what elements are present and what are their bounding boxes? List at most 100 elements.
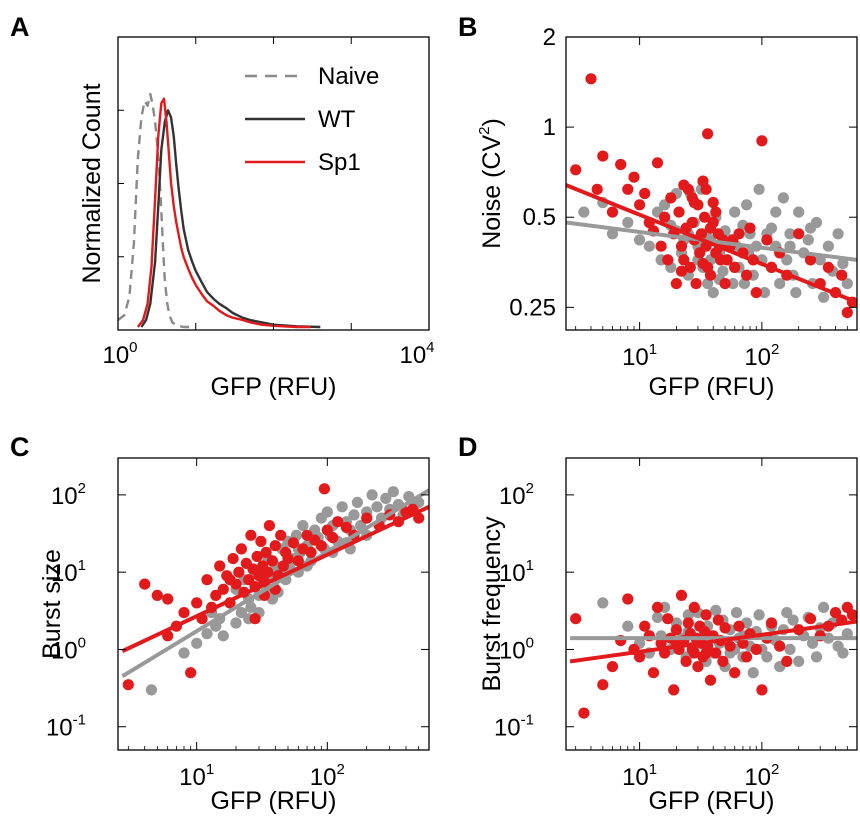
panel-c-sp1-point-33 [262,566,274,578]
panel-b-ylabel: Noise (CV2) [476,118,506,249]
panel-c-wt-point-52 [380,492,392,504]
panel-c-sp1-point-32 [260,546,272,559]
panel-b-wt-point-69 [765,222,778,234]
panel-a-legend-label-wt: WT [318,106,356,133]
panel-c-fit-sp1 [121,505,429,653]
panel-c-wt-point-0 [145,684,157,696]
panel-c-sp1-point-0 [122,679,134,691]
panel-b-wt-point-2 [606,228,619,240]
panel-b-sp1-point-19 [673,206,685,218]
panel-b-sp1-point-5 [615,158,627,171]
panel-a-legend-label-naive: Naive [318,63,379,90]
panel-b-wt-point-55 [802,234,814,246]
panel-d-sp1-point-11 [651,601,664,614]
panel-d-sp1-point-10 [647,667,660,679]
panel-c-xtick-label-0: 101 [179,761,214,791]
panel-b-sp1-point-58 [822,261,835,273]
panel-a-xtick-label-1: 104 [399,339,434,369]
panel-c-wt-point-46 [351,496,363,508]
panel-c-sp1-point-3 [162,593,174,605]
panel-b-sp1-point-71 [704,222,717,234]
panel-d-wt-point-35 [761,651,773,663]
panel-a-plot-area [118,92,321,329]
panel-a-xlabel: GFP (RFU) [211,373,337,401]
panel-c-sp1-point-29 [255,535,267,548]
panel-b-sp1-point-12 [651,157,664,169]
panel-d-ylabel: Burst frequency [478,516,506,692]
panel-c-sp1-point-12 [210,589,222,602]
panel-d-sp1-point-16 [668,684,680,696]
panel-b-sp1-point-46 [741,269,753,281]
panel-c-sp1-point-55 [361,512,373,524]
panel-d-sp1-point-39 [717,655,729,668]
panel-d-sp1-point-50 [765,617,778,629]
panel-b-plot-area [566,73,857,319]
panel-b-sp1-point-13 [655,240,667,252]
panel-c-wt-point-1 [178,647,190,659]
panel-c-sp1-point-62 [249,613,261,625]
panel-d-axes-box [565,457,858,751]
panel-d-wt-point-0 [597,597,609,609]
panel-b-sp1-point-0 [585,73,597,85]
panel-c-sp1-point-43 [292,555,304,567]
panel-d-wt-point-20 [710,604,722,617]
panel-c-wt-point-49 [366,489,378,501]
panel-b-sp1-point-69 [707,196,719,209]
panel-c-sp1-point-8 [191,597,203,609]
panel-c-sp1-point-34 [263,520,275,532]
panel-d-wt-point-43 [793,655,805,668]
panel-c-sp1-point-2 [151,589,163,602]
panel-a-letter: A [10,12,30,42]
panel-c-wt-point-9 [230,617,242,629]
panel-d-sp1-point-54 [804,613,817,625]
panel-d-sp1-point-25 [688,601,700,614]
panel-c-sp1-point-19 [233,566,245,578]
panel-b-sp1-point-16 [665,192,677,204]
panel-c-wt-point-3 [201,628,213,640]
panel-b-wt-point-48 [777,192,790,204]
panel-b-sp1-point-21 [678,254,690,266]
panel-b-sp1-point-4 [606,206,619,218]
panel-c-xlabel: GFP (RFU) [211,787,337,815]
panel-d-sp1-point-63 [688,647,700,659]
panel-d-ytick-label-1: 100 [499,634,534,664]
panel-b-sp1-point-50 [756,135,768,147]
panel-b-sp1-point-14 [659,211,671,223]
panel-d-letter: D [458,432,478,462]
panel-c-sp1-point-36 [269,540,281,552]
panel-b-wt-point-3 [622,216,634,229]
panel-c-sp1-point-63 [224,574,236,586]
panel-b-sp1-point-56 [804,254,817,266]
panel-d-sp1-point-47 [750,643,762,656]
panel-b-sp1-point-2 [591,183,603,195]
panel-d-wt-point-53 [837,647,849,659]
panel-d-sp1-point-31 [699,626,711,638]
panel-d-wt-point-47 [810,651,823,663]
panel-b-wt-point-60 [822,240,835,252]
panel-d-sp1-point-44 [737,637,749,649]
panel-d-sp1-point-42 [729,667,741,679]
panel-d-sp1-point-22 [682,617,694,629]
panel-c-sp1-point-24 [245,529,257,541]
panel-b-wt-point-59 [818,291,830,303]
panel-c-sp1-point-6 [178,607,190,619]
panel-d-wt-point-41 [784,643,796,656]
panel-b-wt-point-0 [578,206,590,218]
panel-d-sp1-point-43 [733,620,745,632]
panel-d-sp1-point-36 [710,647,722,659]
panel-b-sp1-point-25 [686,216,698,229]
panel-b-sp1-point-73 [721,254,733,266]
panel-b-sp1-point-47 [744,222,756,234]
panel-b-xlabel: GFP (RFU) [649,373,775,401]
panel-b-wt-point-4 [634,234,646,246]
panel-c-letter: C [10,432,30,462]
panel-b-sp1-point-27 [690,278,702,290]
panel-b-fit-wt [566,220,857,262]
panel-b-wt-point-41 [753,183,765,195]
panel-d-wt-point-42 [787,614,799,626]
panel-b-sp1-point-51 [761,234,773,246]
panel-d-sp1-point-51 [774,640,786,652]
panel-d-wt-point-1 [622,620,634,632]
panel-c-sp1-point-38 [275,529,287,541]
